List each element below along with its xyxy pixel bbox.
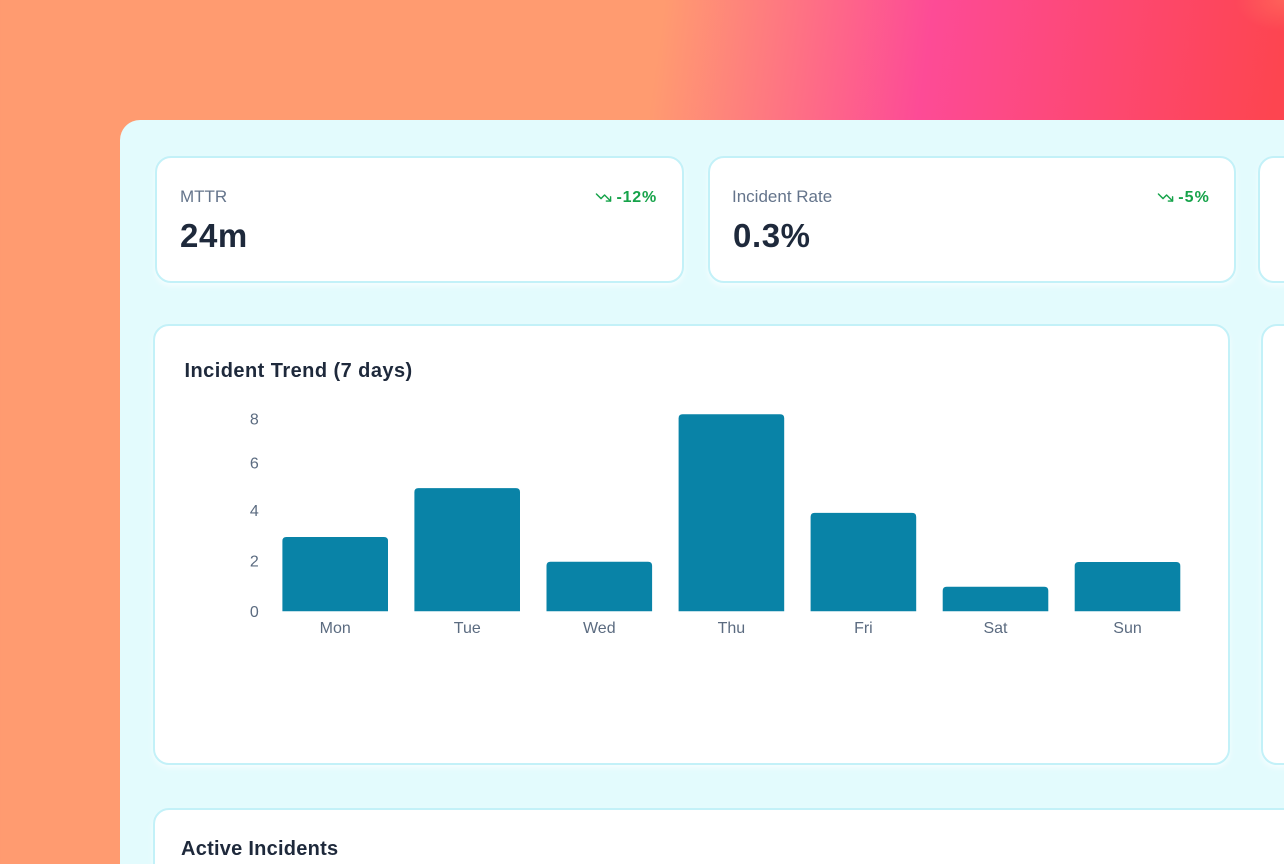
- svg-text:Fri: Fri: [854, 620, 873, 637]
- svg-text:8: 8: [250, 412, 259, 429]
- svg-text:Sun: Sun: [1113, 620, 1141, 637]
- svg-text:Thu: Thu: [718, 620, 746, 637]
- svg-text:Sat: Sat: [983, 620, 1008, 637]
- svg-text:6: 6: [250, 456, 259, 473]
- svg-text:Mon: Mon: [320, 620, 351, 637]
- svg-text:4: 4: [250, 503, 259, 520]
- svg-text:Wed: Wed: [583, 620, 616, 637]
- svg-text:2: 2: [250, 554, 259, 571]
- svg-text:Tue: Tue: [454, 620, 481, 637]
- svg-text:0: 0: [250, 604, 259, 621]
